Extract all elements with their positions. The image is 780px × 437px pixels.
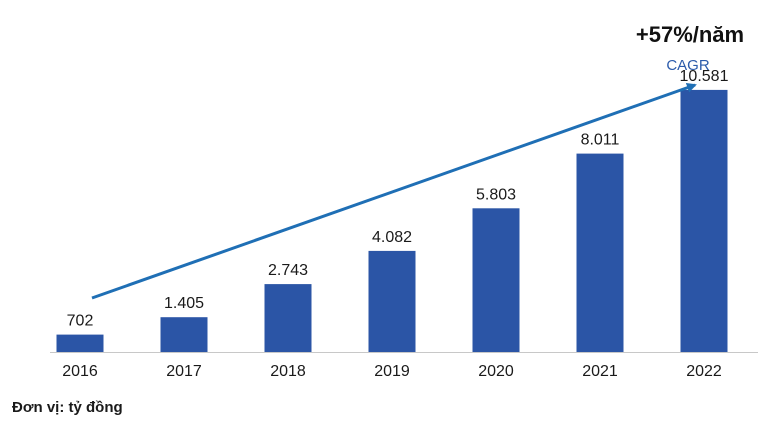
bar-2017 [160,317,208,352]
x-tick-labels-layer: 2016 2017 2018 2019 2020 2021 2022 [62,363,722,380]
bar-value-label-2017: 1.405 [164,295,204,312]
bar-value-label-2016: 702 [67,313,94,330]
bar-2019 [368,250,416,352]
x-tick-label-2016: 2016 [62,363,98,380]
bars-layer [56,89,728,353]
cagr-trend-arrow [91,82,697,300]
bar-2022 [680,89,728,353]
cagr-label-text: CAGR [666,57,710,74]
x-tick-label-2022: 2022 [686,363,722,380]
cagr-value-text: +57%/năm [636,22,744,47]
x-tick-label-2020: 2020 [478,363,514,380]
bar-2018 [264,284,312,352]
bar-2020 [472,208,520,352]
x-tick-label-2019: 2019 [374,363,410,380]
bar-value-label-2018: 2.743 [268,262,308,279]
bar-value-label-2022: 10.581 [680,68,729,85]
value-labels-layer: 702 1.405 2.743 4.082 5.803 8.011 10.581 [67,68,729,330]
bar-value-label-2021: 8.011 [581,132,620,149]
bar-2016 [56,334,104,352]
bar-2021 [576,153,624,352]
unit-note: Đơn vị: tỷ đồng [12,399,123,416]
x-tick-label-2017: 2017 [166,363,202,380]
x-tick-label-2018: 2018 [270,363,306,380]
x-tick-label-2021: 2021 [582,363,618,380]
bar-value-label-2019: 4.082 [372,229,412,246]
bar-value-label-2020: 5.803 [476,186,516,203]
